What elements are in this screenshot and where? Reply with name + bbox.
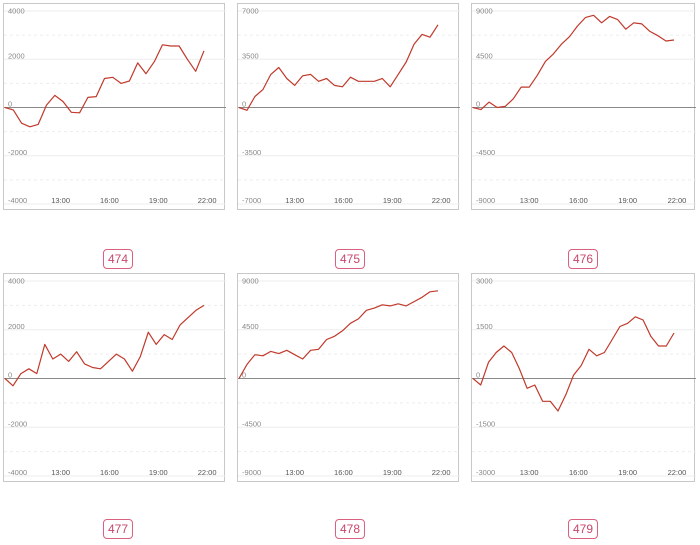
chart-cell-474: 4000 2000 0 -2000 -4000 13:00 16:00 19:00 22:00 …	[3, 3, 226, 269]
x-tick-label: 16:00	[569, 196, 588, 205]
y-tick-label: -3000	[476, 468, 495, 477]
x-tick-label: 16:00	[569, 468, 588, 477]
chart-frame: 3000 1500 0 -1500 -3000 13:00 16:00 19:00 22:00	[471, 273, 696, 482]
x-tick-label: 16:00	[100, 196, 119, 205]
x-tick-label: 22:00	[198, 196, 217, 205]
series-line	[238, 290, 439, 379]
chart-label-477: 477	[102, 519, 134, 539]
chart-cell-477: 4000 2000 0 -2000 -4000 13:00 16:00 19:00 22:00 …	[3, 273, 226, 539]
x-tick-label: 13:00	[285, 196, 304, 205]
chart-cell-476: 9000 4500 0 -4500 -9000 13:00 16:00 19:00 22:00 …	[471, 3, 696, 269]
y-tick-label: 0	[476, 371, 480, 380]
y-tick-label: -4500	[242, 419, 261, 428]
y-tick-label: 4000	[8, 277, 25, 286]
line-chart-479: 3000 1500 0 -1500 -3000 13:00 16:00 19:00 22:00	[472, 277, 696, 477]
series-line	[4, 304, 205, 387]
y-tick-label: 0	[242, 371, 246, 380]
y-tick-label: 3000	[476, 277, 493, 286]
line-chart-475: 7000 3500 0 -3500 -7000 13:00 16:00 19:00 22:00	[238, 7, 460, 205]
chart-frame: 7000 3500 0 -3500 -7000 13:00 16:00 19:00 22:00	[237, 3, 460, 210]
series-line	[472, 316, 675, 412]
x-tick-label: 13:00	[520, 196, 539, 205]
chart-frame: 4000 2000 0 -2000 -4000 13:00 16:00 19:00 22:00	[3, 3, 226, 210]
x-tick-label: 13:00	[520, 468, 539, 477]
y-tick-label: -3500	[242, 148, 261, 157]
chart-cell-478: 9000 4500 0 -4500 -9000 13:00 16:00 19:00 22:00 …	[237, 273, 460, 539]
x-tick-label: 22:00	[432, 196, 451, 205]
x-tick-label: 13:00	[285, 468, 304, 477]
y-tick-label: 0	[8, 371, 12, 380]
x-tick-label: 22:00	[432, 468, 451, 477]
y-tick-label: 0	[476, 100, 480, 109]
y-tick-label: -7000	[242, 196, 261, 205]
chart-frame: 4000 2000 0 -2000 -4000 13:00 16:00 19:00 22:00	[3, 273, 226, 482]
y-tick-label: -2000	[8, 148, 27, 157]
y-tick-label: -9000	[476, 196, 495, 205]
y-tick-label: 9000	[476, 7, 493, 16]
series-line	[472, 14, 675, 111]
line-chart-474: 4000 2000 0 -2000 -4000 13:00 16:00 19:00 22:00	[4, 7, 226, 205]
chart-label-474: 474	[102, 249, 134, 269]
chart-cell-475: 7000 3500 0 -3500 -7000 13:00 16:00 19:00 22:00 …	[237, 3, 460, 269]
chart-frame: 9000 4500 0 -4500 -9000 13:00 16:00 19:00 22:00	[471, 3, 696, 210]
chart-label-476: 476	[567, 249, 599, 269]
series-line	[238, 24, 439, 111]
y-tick-label: 7000	[242, 7, 259, 16]
line-chart-476: 9000 4500 0 -4500 -9000 13:00 16:00 19:00 22:00	[472, 7, 696, 205]
y-tick-label: 1500	[476, 322, 493, 331]
x-tick-label: 19:00	[383, 468, 402, 477]
y-tick-label: -2000	[8, 419, 27, 428]
x-tick-label: 19:00	[149, 468, 168, 477]
y-tick-label: -4000	[8, 196, 27, 205]
x-tick-label: 22:00	[668, 468, 687, 477]
chart-frame: 9000 4500 0 -4500 -9000 13:00 16:00 19:00 22:00	[237, 273, 460, 482]
series-line	[4, 44, 205, 128]
y-tick-label: -1500	[476, 419, 495, 428]
chart-cell-479: 3000 1500 0 -1500 -3000 13:00 16:00 19:00 22:00 …	[471, 273, 696, 539]
x-tick-label: 13:00	[51, 468, 70, 477]
y-tick-label: -9000	[242, 468, 261, 477]
x-tick-label: 16:00	[334, 196, 353, 205]
x-tick-label: 22:00	[198, 468, 217, 477]
y-tick-label: -4000	[8, 468, 27, 477]
y-tick-label: 2000	[8, 322, 25, 331]
x-tick-label: 22:00	[668, 196, 687, 205]
y-tick-label: 0	[8, 100, 12, 109]
x-tick-label: 16:00	[100, 468, 119, 477]
y-tick-label: 2000	[8, 51, 25, 60]
y-tick-label: 3500	[242, 51, 259, 60]
y-tick-label: 4500	[242, 322, 259, 331]
x-tick-label: 19:00	[383, 196, 402, 205]
y-tick-label: 4500	[476, 51, 493, 60]
y-tick-label: -4500	[476, 148, 495, 157]
x-tick-label: 16:00	[334, 468, 353, 477]
y-tick-label: 4000	[8, 7, 25, 16]
chart-label-479: 479	[567, 519, 599, 539]
x-tick-label: 19:00	[618, 196, 637, 205]
y-tick-label: 0	[242, 100, 246, 109]
line-chart-478: 9000 4500 0 -4500 -9000 13:00 16:00 19:00 22:00	[238, 277, 460, 477]
x-tick-label: 13:00	[51, 196, 70, 205]
x-tick-label: 19:00	[149, 196, 168, 205]
y-tick-label: 9000	[242, 277, 259, 286]
x-tick-label: 19:00	[618, 468, 637, 477]
chart-label-478: 478	[334, 519, 366, 539]
chart-label-475: 475	[334, 249, 366, 269]
line-chart-477: 4000 2000 0 -2000 -4000 13:00 16:00 19:00 22:00	[4, 277, 226, 477]
